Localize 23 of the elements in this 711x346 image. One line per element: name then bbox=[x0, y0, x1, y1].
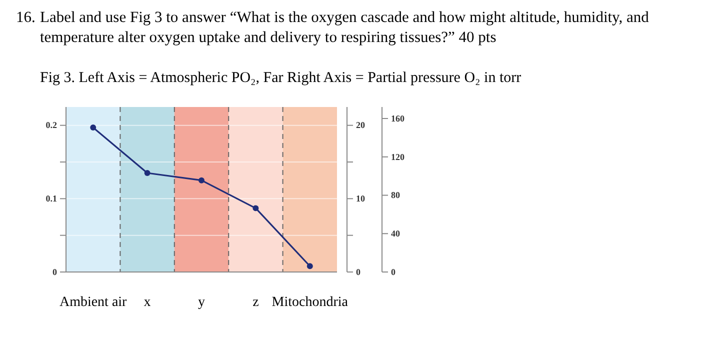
point bbox=[306, 263, 313, 270]
y3-tick-label: 40 bbox=[391, 228, 400, 239]
y3-tick-label: 80 bbox=[391, 190, 400, 200]
point bbox=[144, 170, 150, 176]
x-tick-label: Ambient air bbox=[59, 295, 128, 310]
point bbox=[252, 205, 259, 212]
y-tick-label: 0.1 bbox=[46, 194, 58, 204]
y3-tick-label: 0 bbox=[391, 266, 396, 277]
point bbox=[198, 177, 204, 184]
x-tick-label: Mitochondria bbox=[272, 295, 349, 310]
y3-tick-label: 120 bbox=[391, 152, 405, 162]
y-tick-label: 0.2 bbox=[46, 120, 58, 130]
y3-tick-label: 160 bbox=[391, 113, 405, 124]
y2-tick-label: 0 bbox=[356, 266, 361, 277]
x-tick-label: x bbox=[144, 295, 151, 310]
y2-tick-label: 10 bbox=[356, 194, 366, 204]
x-tick-label: z bbox=[252, 295, 259, 310]
chart-subtitle: Fig 3. Left Axis = Atmospheric PO₂, Far Right Axis = Partial pressure O₂ in torr bbox=[40, 70, 522, 86]
point bbox=[90, 124, 96, 131]
y2-tick-label: 20 bbox=[356, 120, 366, 130]
y-tick-label: 0 bbox=[52, 266, 58, 277]
chart-title: 16. Label and use Fig 3 to answer “What is the oxygen cascade and how might altitude, humidity, and temperature alter oxygen uptake and delivery to respiring tissues?” 40 pts bbox=[16, 9, 650, 46]
x-tick-label: y bbox=[198, 295, 205, 310]
